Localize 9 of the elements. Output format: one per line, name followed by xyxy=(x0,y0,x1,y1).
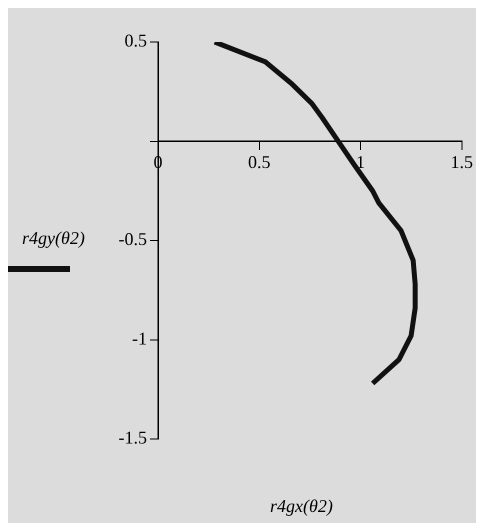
x-tick-label: 1.5 xyxy=(450,152,473,172)
x-tick-label: 1 xyxy=(356,152,365,172)
y-tick-label: -1.5 xyxy=(118,428,147,448)
y-tick-label: 0.5 xyxy=(124,30,147,51)
x-tick-label: 0.5 xyxy=(248,152,270,172)
y-tick-label: -1 xyxy=(132,328,147,348)
x-axis-title: r4gx(θ2) xyxy=(270,496,333,517)
y-tick-label: -0.5 xyxy=(118,229,147,250)
y-axis-title: r4gy(θ2) xyxy=(22,228,85,249)
